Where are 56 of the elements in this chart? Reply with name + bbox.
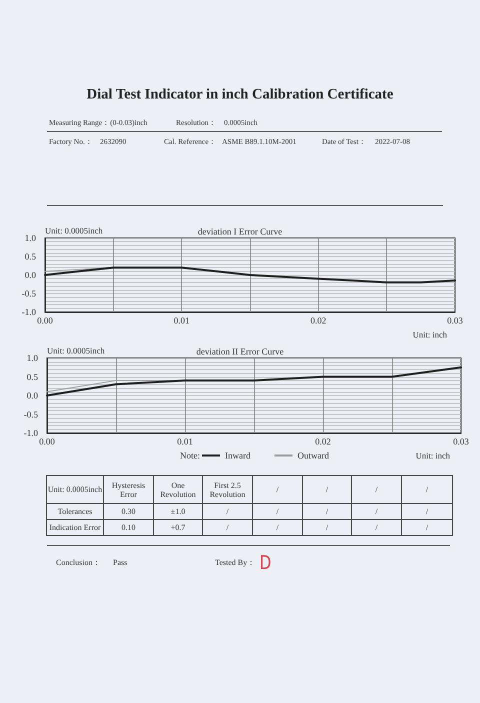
category-label: Tolerances bbox=[58, 507, 92, 516]
x-tick-label: 0.03 bbox=[453, 436, 470, 446]
text: D bbox=[259, 552, 272, 574]
text: Conclusion： bbox=[56, 558, 100, 568]
y-axis-title: Unit: 0.0005inch bbox=[47, 346, 106, 356]
category-label: / bbox=[252, 476, 302, 504]
text: / bbox=[402, 520, 452, 536]
text: / bbox=[252, 520, 302, 536]
text: / bbox=[202, 504, 252, 520]
x-tick-label: 0.00 bbox=[39, 436, 56, 446]
x-tick-label: 0.03 bbox=[447, 316, 464, 326]
y-tick-label: -1.0 bbox=[24, 428, 38, 438]
text: / bbox=[302, 504, 352, 520]
legend-label: Inward bbox=[225, 450, 251, 460]
x-tick-label: 0.01 bbox=[174, 316, 190, 326]
text: +0.7 bbox=[154, 520, 202, 536]
category-label: / bbox=[402, 476, 452, 504]
text: Dial Test Indicator in inch Calibration Certificate bbox=[86, 86, 394, 104]
y-axis-title: Unit: 0.0005inch bbox=[45, 226, 104, 236]
y-tick-label: 0.0 bbox=[24, 270, 36, 280]
category-label: Hysteresis Error bbox=[104, 476, 154, 504]
category-label: / bbox=[302, 476, 352, 504]
x-tick-label: 0.01 bbox=[177, 436, 193, 446]
category-label: / bbox=[352, 476, 402, 504]
legend-label: Outward bbox=[297, 450, 330, 460]
category-label: One Revolution bbox=[154, 476, 202, 504]
text: / bbox=[202, 520, 252, 536]
x-axis-title: Unit: inch bbox=[412, 330, 448, 340]
text: / bbox=[352, 504, 402, 520]
category-label: First 2.5 Revolution bbox=[202, 476, 252, 504]
x-tick-label: 0.00 bbox=[37, 316, 54, 326]
chart-title: deviation I Error Curve bbox=[198, 226, 282, 236]
chart-title: deviation II Error Curve bbox=[196, 346, 284, 356]
y-tick-label: -1.0 bbox=[22, 307, 36, 317]
y-tick-label: -0.5 bbox=[24, 409, 38, 420]
y-tick-label: 0.5 bbox=[24, 252, 36, 262]
text: Pass bbox=[113, 558, 128, 568]
text: / bbox=[252, 504, 302, 520]
x-tick-label: 0.02 bbox=[310, 316, 326, 326]
y-tick-label: 1.0 bbox=[26, 353, 38, 363]
y-tick-label: 0.0 bbox=[26, 390, 38, 400]
text: / bbox=[352, 520, 402, 536]
category-label: Unit: 0.0005inch bbox=[46, 476, 104, 504]
x-tick-label: 0.02 bbox=[315, 436, 331, 446]
y-tick-label: -0.5 bbox=[22, 288, 36, 298]
text: 0.30 bbox=[104, 504, 154, 520]
x-axis-title: Unit: inch bbox=[416, 450, 451, 460]
text: 0.10 bbox=[104, 520, 154, 536]
legend-title: Note: bbox=[180, 450, 200, 460]
text: ±1.0 bbox=[154, 504, 202, 520]
y-tick-label: 0.5 bbox=[26, 372, 38, 382]
text: / bbox=[302, 520, 352, 536]
y-tick-label: 1.0 bbox=[24, 233, 36, 243]
text: / bbox=[402, 504, 452, 520]
category-label: Indication Error bbox=[49, 523, 101, 532]
text: Tested By： bbox=[215, 558, 256, 568]
